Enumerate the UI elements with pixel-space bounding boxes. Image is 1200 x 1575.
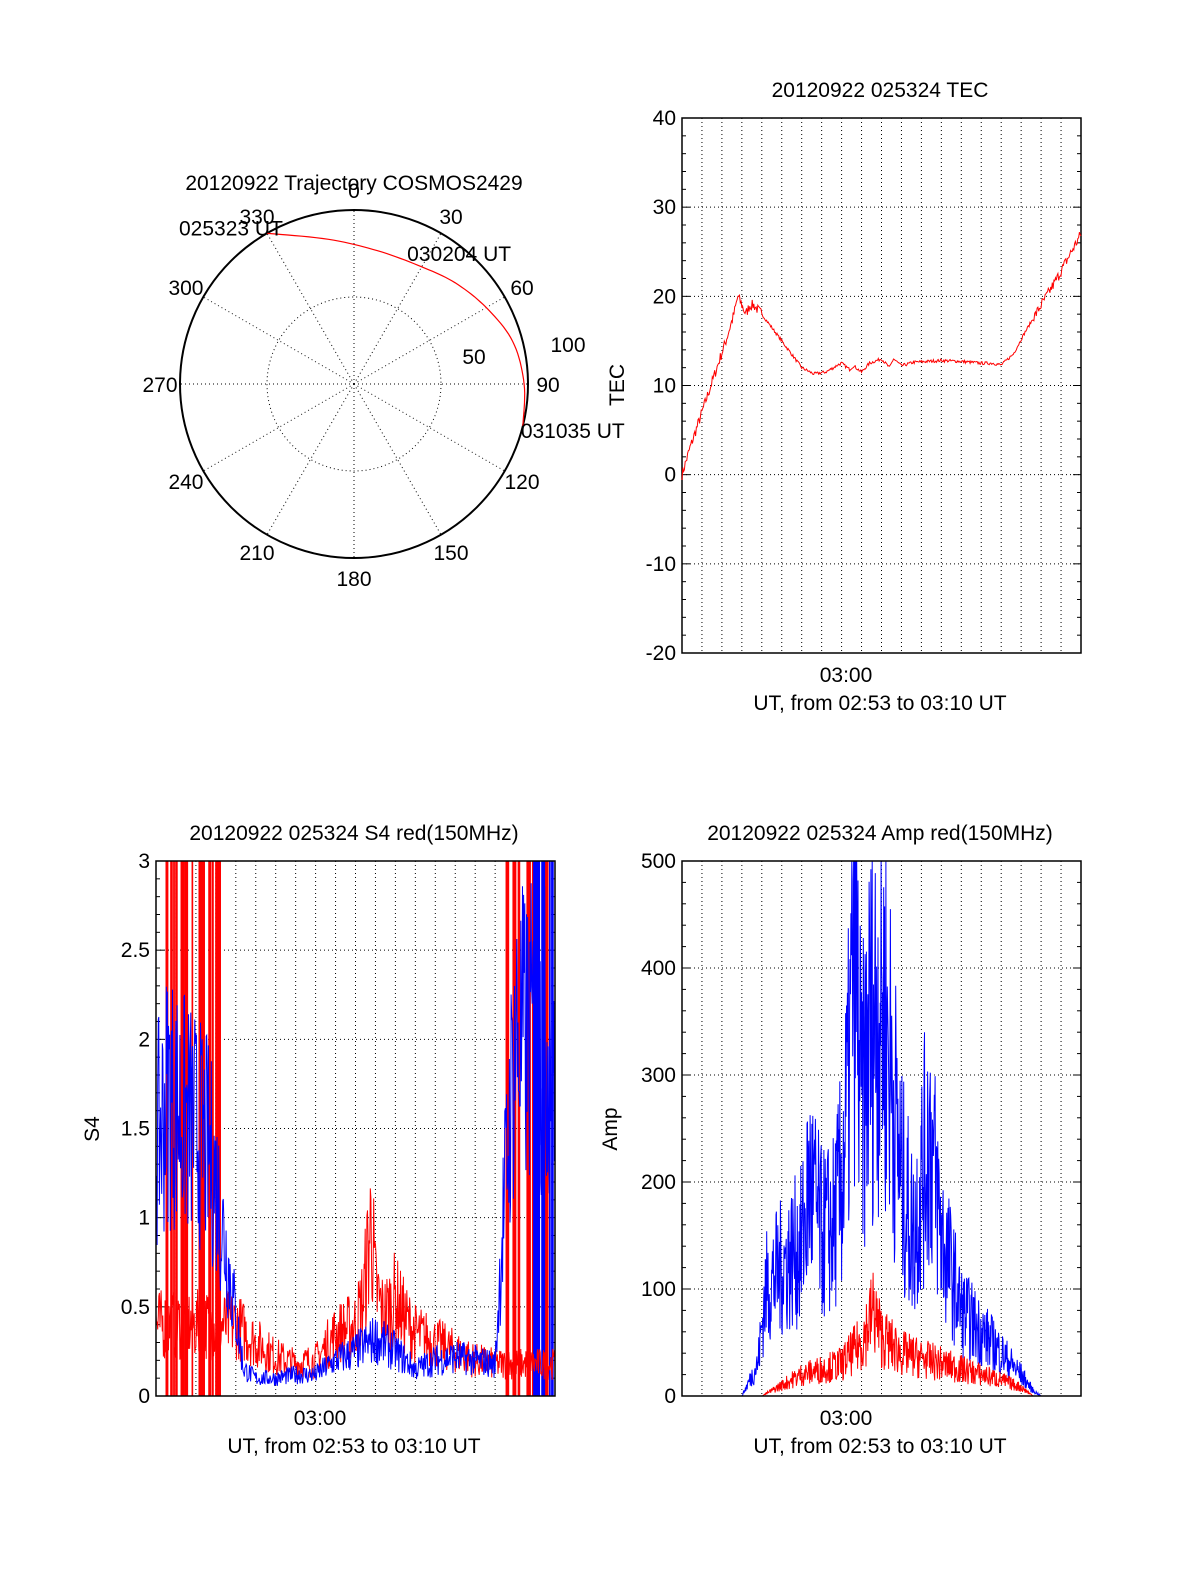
polar-angle-label: 210 xyxy=(239,542,274,565)
ytick-label: 0.5 xyxy=(121,1296,150,1319)
ytick-label: 1 xyxy=(138,1207,150,1230)
ytick-label: 0 xyxy=(138,1385,150,1408)
polar-grid-spoke xyxy=(353,296,505,385)
polar-grid-spoke xyxy=(266,383,355,535)
s4-xlabel: UT, from 02:53 to 03:10 UT xyxy=(227,1435,480,1458)
tec-title: 20120922 025324 TEC xyxy=(772,79,989,102)
polar-grid-spoke xyxy=(353,383,442,535)
trajectory-time-label: 031035 UT xyxy=(521,420,625,443)
s4-blue-line xyxy=(155,883,556,1386)
polar-grid-spoke xyxy=(203,383,355,472)
s4-ylabel: S4 xyxy=(81,1116,104,1142)
polar-angle-label: 330 xyxy=(239,206,274,229)
s4-frame xyxy=(155,860,556,1397)
polar-angle-label: 180 xyxy=(336,568,371,591)
s4-ytick-labels: 0 0.5 1 1.5 2 2.5 3 xyxy=(121,850,150,1408)
ytick-label: 200 xyxy=(641,1171,676,1194)
ytick-label: 40 xyxy=(653,107,676,130)
ytick-label: 0 xyxy=(664,464,676,487)
ytick-label: 2.5 xyxy=(121,939,150,962)
s4-series xyxy=(155,883,556,1386)
polar-angle-label: 30 xyxy=(439,206,462,229)
ytick-label: 2 xyxy=(138,1028,150,1051)
polar-angle-label: 60 xyxy=(510,277,533,300)
ytick-label: 3 xyxy=(138,850,150,873)
s4-title: 20120922 025324 S4 red(150MHz) xyxy=(189,822,518,845)
polar-trajectory-plot: 20120922 Trajectory COSMOS2429 0 30 60 90 12… xyxy=(142,172,624,591)
polar-angle-label: 0 xyxy=(348,180,360,203)
polar-grid-spoke xyxy=(203,296,355,385)
polar-grid-spoke xyxy=(353,383,505,472)
amp-frame xyxy=(681,860,1082,1397)
polar-title: 20120922 Trajectory COSMOS2429 xyxy=(185,172,522,195)
amp-xtick-label: 03:00 xyxy=(820,1407,873,1430)
tec-plot: 20120922 025324 TEC -20 -10 0 10 20 30 40 03:0… xyxy=(606,79,1082,715)
amp-xlabel: UT, from 02:53 to 03:10 UT xyxy=(753,1435,1006,1458)
ytick-label: -20 xyxy=(646,642,676,665)
polar-angle-label: 300 xyxy=(168,277,203,300)
polar-grid-spoke xyxy=(353,233,442,385)
amp-title: 20120922 025324 Amp red(150MHz) xyxy=(707,822,1053,845)
s4-plot: 20120922 025324 S4 red(150MHz) 0 0.5 1 1.5 2… xyxy=(81,822,556,1458)
polar-angle-label: 240 xyxy=(168,471,203,494)
ytick-label: 30 xyxy=(653,196,676,219)
polar-grid xyxy=(180,210,528,558)
ytick-label: -10 xyxy=(646,553,676,576)
tec-frame xyxy=(681,117,1082,654)
tec-grid xyxy=(682,117,1081,654)
tec-xtick-label: 03:00 xyxy=(820,664,873,687)
tec-line xyxy=(681,232,1082,481)
polar-angle-label: 270 xyxy=(142,374,177,397)
ytick-label: 1.5 xyxy=(121,1118,150,1141)
tec-ylabel: TEC xyxy=(606,364,629,406)
amp-blue-line xyxy=(682,860,1081,1397)
ytick-label: 10 xyxy=(653,375,676,398)
amp-ylabel: Amp xyxy=(599,1107,622,1150)
polar-angle-label: 150 xyxy=(433,542,468,565)
amp-plot: 20120922 025324 Amp red(150MHz) 0 100 200 3… xyxy=(599,822,1082,1458)
s4-xtick-label: 03:00 xyxy=(294,1407,347,1430)
polar-radius-label: 100 xyxy=(550,334,585,357)
ytick-label: 0 xyxy=(664,1385,676,1408)
polar-grid-spoke xyxy=(266,233,355,385)
amp-ytick-labels: 0 100 200 300 400 500 xyxy=(641,850,676,1408)
trajectory-line xyxy=(266,232,526,427)
polar-radius-labels: 50 100 xyxy=(462,334,585,369)
ytick-label: 300 xyxy=(641,1064,676,1087)
polar-outer-circle xyxy=(179,209,529,559)
tec-ytick-labels: -20 -10 0 10 20 30 40 xyxy=(646,107,676,665)
ytick-label: 100 xyxy=(641,1278,676,1301)
tec-series xyxy=(681,232,1082,481)
ytick-label: 20 xyxy=(653,285,676,308)
trajectory-time-label: 030204 UT xyxy=(407,243,511,266)
polar-angle-label: 90 xyxy=(536,374,559,397)
polar-radius-label: 50 xyxy=(462,346,485,369)
polar-angle-labels: 0 30 60 90 120 150 180 210 240 270 300 330 xyxy=(142,180,559,591)
ytick-label: 500 xyxy=(641,850,676,873)
tec-xlabel: UT, from 02:53 to 03:10 UT xyxy=(753,692,1006,715)
polar-grid-circle xyxy=(266,296,442,472)
ytick-label: 400 xyxy=(641,957,676,980)
trajectory-time-label: 025323 UT xyxy=(179,217,283,240)
polar-series: 025323 UT 030204 UT 031035 UT xyxy=(179,217,625,443)
polar-angle-label: 120 xyxy=(504,471,539,494)
